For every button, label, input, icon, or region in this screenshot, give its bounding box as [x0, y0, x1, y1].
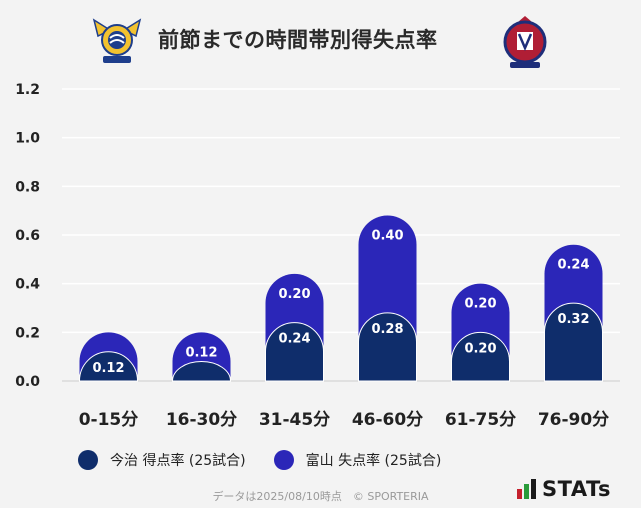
y-tick-label: 0.0: [15, 374, 40, 390]
chart-header: 前節までの時間帯別得失点率: [0, 0, 641, 80]
bar-scored: [358, 312, 417, 382]
data-label-conceded: 0.12: [185, 345, 217, 360]
bar-scored: [544, 302, 603, 382]
x-tick-label: 76-90分: [538, 410, 609, 430]
data-label-scored: 0.20: [464, 341, 496, 356]
legend-swatch-conceded: [273, 450, 294, 470]
legend-label-conceded: 富山 失点率 (25試合): [305, 453, 442, 469]
y-tick-label: 0.2: [15, 325, 40, 341]
x-tick-label: 46-60分: [352, 410, 423, 430]
stats-brand-text: STATs: [542, 477, 611, 501]
y-tick-label: 1.0: [15, 131, 40, 147]
data-label-scored: 0.32: [557, 312, 589, 327]
stats-bars-icon: [517, 479, 536, 499]
bar-scored: [171, 361, 232, 382]
bar-scored: [79, 351, 138, 382]
y-tick-label: 0.8: [15, 179, 40, 195]
y-tick-label: 0.4: [15, 277, 40, 293]
legend: 今治 得点率 (25試合) 富山 失点率 (25試合): [78, 450, 469, 470]
x-tick-label: 16-30分: [166, 410, 237, 430]
data-label-scored: 0.28: [371, 322, 403, 337]
bar-scored: [265, 322, 324, 382]
data-label-conceded: 0.40: [371, 229, 403, 244]
x-tick-label: 0-15分: [79, 410, 139, 430]
footer-note: データは2025/08/10時点 © SPORTERIA: [212, 490, 429, 503]
data-label-conceded: 0.24: [557, 258, 589, 273]
chart-title: 前節までの時間帯別得失点率: [158, 28, 438, 52]
x-tick-label: 31-45分: [259, 410, 330, 430]
legend-item-scored: 今治 得点率 (25試合): [78, 450, 246, 470]
legend-item-conceded: 富山 失点率 (25試合): [273, 450, 442, 470]
legend-swatch-scored: [78, 450, 98, 470]
bar-scored: [451, 331, 510, 382]
y-tick-label: 0.6: [15, 228, 40, 244]
legend-label-scored: 今治 得点率 (25試合): [110, 453, 246, 469]
stats-brand-logo: STATs: [517, 477, 611, 501]
data-label-scored: 0.24: [278, 332, 310, 347]
stacked-bar-chart: 0.0 0.2 0.4 0.6 0.8 1.0 1.2 0.12 0-15分 0.12 16-30分…: [15, 82, 620, 430]
data-label-conceded: 0.20: [278, 287, 310, 302]
x-tick-label: 61-75分: [445, 410, 516, 430]
data-label-conceded: 0.20: [464, 297, 496, 312]
y-tick-label: 1.2: [15, 82, 40, 98]
imabari-crest-icon: [92, 18, 142, 63]
toyama-crest-icon: [503, 16, 547, 68]
data-label-scored: 0.12: [92, 361, 124, 376]
